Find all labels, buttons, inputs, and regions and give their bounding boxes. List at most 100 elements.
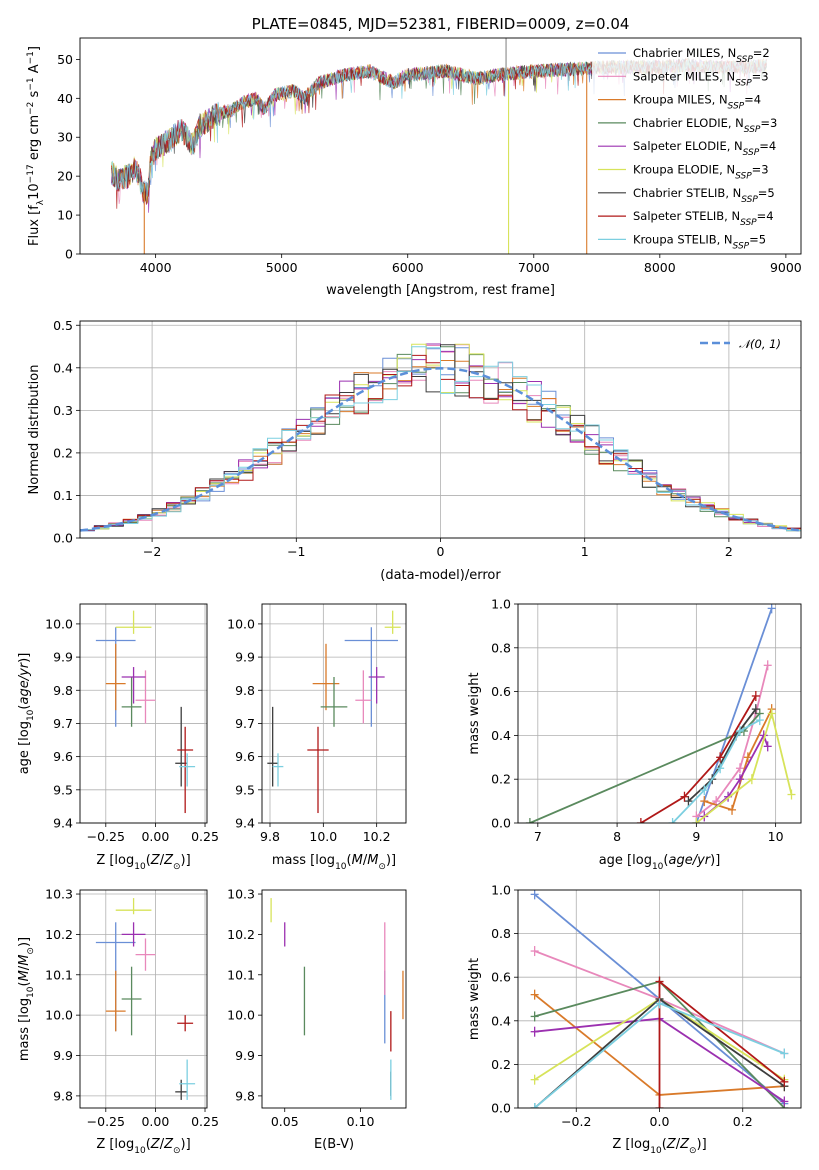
weight-marker xyxy=(668,818,677,823)
legend-label-tail: =5 xyxy=(749,232,766,246)
normal-curve xyxy=(80,367,801,532)
legend-label-tail: =4 xyxy=(757,209,774,223)
axes-frame xyxy=(79,603,208,824)
errorbar-point xyxy=(179,1059,196,1100)
weight-marker xyxy=(751,690,760,701)
y-axis-label: mass weight xyxy=(467,958,482,1040)
y-tick-label: 10.2 xyxy=(45,927,73,942)
y-tick-label: 10.0 xyxy=(227,1008,255,1023)
y-tick-label: 0.6 xyxy=(491,684,511,699)
y-tick-label: 9.4 xyxy=(235,816,255,831)
weight-marker xyxy=(684,796,693,807)
x-tick-label: −1 xyxy=(287,544,305,559)
y-tick-label: 9.9 xyxy=(53,650,73,665)
axes-frame xyxy=(517,603,802,824)
errorbar-point xyxy=(105,970,126,1032)
weight-marker xyxy=(735,763,744,774)
plot-area xyxy=(95,898,196,1100)
y-tick-label: 9.8 xyxy=(235,1088,255,1103)
y-tick-label: 9.5 xyxy=(235,782,255,797)
axes-frame xyxy=(79,37,802,255)
errorbar-point xyxy=(177,726,194,814)
x-tick-label: 1 xyxy=(581,544,589,559)
y-tick-label: 0.5 xyxy=(53,318,73,333)
legend-label-text: Kroupa STELIB, N xyxy=(633,232,733,246)
legend-label: Salpeter MILES, NSSP=3 xyxy=(633,69,769,88)
plot-area xyxy=(95,610,196,814)
weight-marker xyxy=(751,704,760,715)
weight-marker xyxy=(655,976,664,987)
y-tick-label: 1.0 xyxy=(491,597,511,612)
weight-marker xyxy=(728,804,737,815)
panel-weight-vs-age: 7 8 9 10 0.0 0.2 0.4 0.6 0.8 1.0 mass weight age [l… xyxy=(467,597,802,872)
axes-frame xyxy=(517,889,802,1109)
x-tick-label: 4000 xyxy=(140,260,172,275)
weight-marker xyxy=(636,818,645,823)
weight-marker xyxy=(530,1026,539,1037)
y-tick-label: 50 xyxy=(57,52,73,67)
y-tick-label: 10.3 xyxy=(45,887,73,902)
plot-area xyxy=(80,343,801,532)
plot-area xyxy=(530,890,789,1108)
errorbar-point xyxy=(355,670,372,724)
x-tick-label: 0.00 xyxy=(141,1114,169,1129)
y-tick-label: 10.2 xyxy=(227,927,255,942)
legend-label-text: Kroupa MILES, N xyxy=(633,93,728,107)
y-tick-label: 0.8 xyxy=(491,640,511,655)
legend-label-tail: =5 xyxy=(758,186,775,200)
errorbar-point xyxy=(307,726,329,814)
y-tick-label: 40 xyxy=(57,91,73,106)
legend-label-sub: SSP xyxy=(735,172,752,182)
x-tick-label: 9.8 xyxy=(260,829,280,844)
x-axis-label: Z [log10(Z/Z⊙)] xyxy=(96,853,190,872)
y-tick-label: 10.0 xyxy=(45,616,73,631)
x-tick-label: −0.25 xyxy=(87,829,125,844)
x-tick-label: 10.2 xyxy=(363,829,391,844)
legend-label: Salpeter ELODIE, NSSP=4 xyxy=(633,139,776,158)
errorbar-point xyxy=(312,643,340,711)
axes-frame xyxy=(261,603,407,824)
x-tick-label: 2 xyxy=(725,544,733,559)
weight-marker xyxy=(767,604,776,614)
weight-marker xyxy=(700,785,709,796)
weight-marker xyxy=(700,796,709,807)
panel-spectrum: 4000 5000 6000 7000 8000 9000 0 10 20 30 40 50 wavel… xyxy=(26,37,802,298)
legend-label-sub: SSP xyxy=(744,125,761,135)
x-tick-label: 0.0 xyxy=(650,1114,670,1129)
y-tick-label: 20 xyxy=(57,169,73,184)
plot-area xyxy=(267,610,401,814)
errorbar-point xyxy=(175,1079,188,1100)
x-tick-label: 10 xyxy=(768,829,784,844)
x-tick-label: 0.10 xyxy=(347,1114,375,1129)
y-tick-label: 9.8 xyxy=(53,1088,73,1103)
weight-marker xyxy=(692,818,701,823)
y-tick-label: 9.4 xyxy=(53,816,73,831)
y-axis-label: mass weight xyxy=(467,672,482,754)
plot-area xyxy=(270,898,404,1100)
weight-marker xyxy=(530,890,539,900)
y-tick-label: 0.1 xyxy=(53,488,73,503)
errorbar-point xyxy=(115,610,152,634)
weight-marker xyxy=(787,789,796,800)
x-tick-label: 0.00 xyxy=(141,829,169,844)
x-tick-label: 10.0 xyxy=(309,829,337,844)
legend-label-sub: SSP xyxy=(743,148,760,158)
axes-frame xyxy=(261,889,407,1109)
weight-marker xyxy=(780,1076,789,1087)
weight-marker xyxy=(780,1048,789,1059)
x-tick-label: −2 xyxy=(143,544,161,559)
x-tick-label: 8 xyxy=(613,829,621,844)
legend-label-text: Chabrier ELODIE, N xyxy=(633,116,744,130)
legend-label-text: Kroupa ELODIE, N xyxy=(633,163,735,177)
errorbar-point xyxy=(121,966,142,1036)
weight-marker xyxy=(530,1074,539,1085)
legend-label-text: Salpeter MILES, N xyxy=(633,69,735,83)
x-tick-label: 7000 xyxy=(518,260,550,275)
panel-age-vs-Z: −0.25 0.00 0.25 9.4 9.5 9.6 9.7 9.8 9.9 10.0 Z [lo… xyxy=(17,603,219,872)
legend-label-sub: SSP xyxy=(740,218,757,228)
weight-marker xyxy=(525,818,534,823)
legend-label: Salpeter STELIB, NSSP=4 xyxy=(633,209,774,228)
weight-marker xyxy=(716,763,725,774)
y-tick-label: 9.9 xyxy=(53,1048,73,1063)
